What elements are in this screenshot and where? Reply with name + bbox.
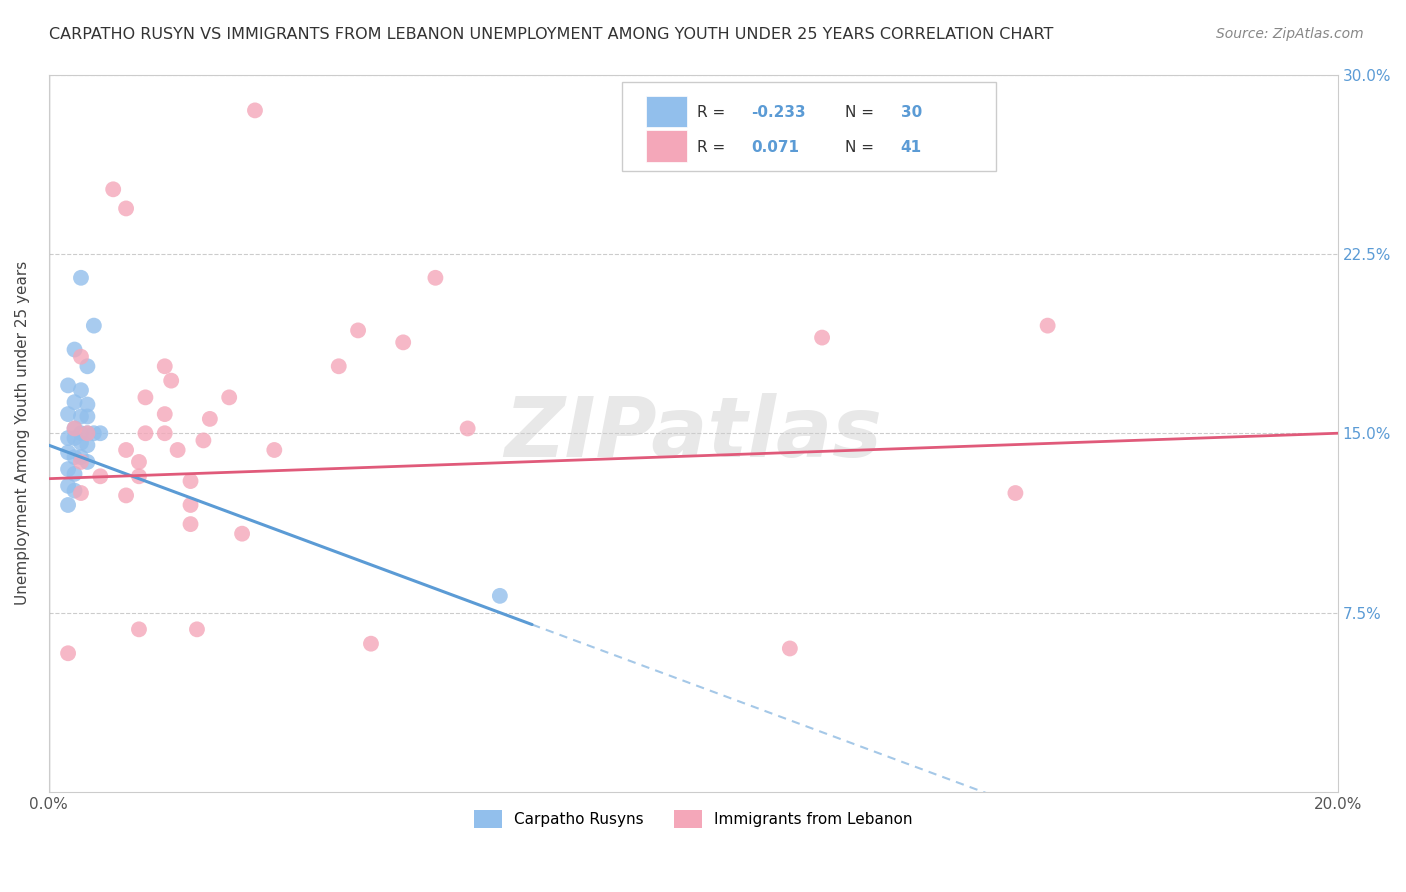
Point	[63, 450, 86, 465]
Point	[153, 426, 176, 441]
Point	[89, 469, 111, 483]
Point	[70, 409, 93, 424]
Point	[70, 455, 93, 469]
Point	[128, 455, 150, 469]
Point	[425, 270, 447, 285]
Point	[83, 318, 105, 333]
Point	[89, 426, 111, 441]
Point	[180, 517, 202, 532]
Point	[180, 498, 202, 512]
Point	[76, 398, 98, 412]
Text: N =: N =	[845, 105, 879, 120]
FancyBboxPatch shape	[645, 95, 686, 128]
Point	[1036, 318, 1059, 333]
Point	[134, 390, 156, 404]
Point	[56, 407, 79, 421]
Point	[128, 469, 150, 483]
Point	[328, 359, 350, 374]
Point	[70, 450, 93, 465]
Point	[70, 426, 93, 441]
FancyBboxPatch shape	[623, 82, 995, 171]
Point	[63, 467, 86, 481]
Point	[360, 637, 382, 651]
Point	[70, 383, 93, 397]
Point	[811, 330, 834, 344]
Point	[198, 412, 221, 426]
Text: 41: 41	[901, 140, 922, 155]
FancyBboxPatch shape	[645, 130, 686, 162]
Point	[103, 182, 125, 196]
Point	[186, 623, 208, 637]
Point	[76, 455, 98, 469]
Point	[115, 202, 138, 216]
Point	[180, 474, 202, 488]
Point	[166, 442, 188, 457]
Legend: Carpatho Rusyns, Immigrants from Lebanon: Carpatho Rusyns, Immigrants from Lebanon	[468, 804, 918, 835]
Point	[56, 378, 79, 392]
Point	[56, 646, 79, 660]
Text: N =: N =	[845, 140, 879, 155]
Point	[56, 445, 79, 459]
Point	[63, 431, 86, 445]
Text: 30: 30	[901, 105, 922, 120]
Point	[83, 426, 105, 441]
Point	[56, 479, 79, 493]
Text: R =: R =	[697, 140, 730, 155]
Point	[63, 395, 86, 409]
Text: ZIPatlas: ZIPatlas	[505, 392, 882, 474]
Point	[76, 409, 98, 424]
Text: -0.233: -0.233	[751, 105, 806, 120]
Point	[128, 623, 150, 637]
Point	[115, 488, 138, 502]
Y-axis label: Unemployment Among Youth under 25 years: Unemployment Among Youth under 25 years	[15, 261, 30, 606]
Point	[56, 498, 79, 512]
Point	[160, 374, 183, 388]
Point	[779, 641, 801, 656]
Point	[134, 426, 156, 441]
Point	[153, 407, 176, 421]
Point	[263, 442, 285, 457]
Point	[70, 350, 93, 364]
Point	[70, 486, 93, 500]
Point	[392, 335, 415, 350]
Text: CARPATHO RUSYN VS IMMIGRANTS FROM LEBANON UNEMPLOYMENT AMONG YOUTH UNDER 25 YEAR: CARPATHO RUSYN VS IMMIGRANTS FROM LEBANO…	[49, 27, 1053, 42]
Point	[1004, 486, 1026, 500]
Point	[76, 426, 98, 441]
Point	[63, 421, 86, 435]
Point	[56, 462, 79, 476]
Text: 0.071: 0.071	[751, 140, 799, 155]
Point	[231, 526, 253, 541]
Point	[76, 426, 98, 441]
Point	[56, 431, 79, 445]
Point	[457, 421, 479, 435]
Point	[76, 438, 98, 452]
Point	[70, 270, 93, 285]
Point	[63, 483, 86, 498]
Point	[70, 435, 93, 450]
Point	[115, 442, 138, 457]
Point	[63, 343, 86, 357]
Point	[76, 359, 98, 374]
Point	[218, 390, 240, 404]
Point	[63, 421, 86, 435]
Text: R =: R =	[697, 105, 730, 120]
Point	[153, 359, 176, 374]
Point	[347, 323, 370, 337]
Text: Source: ZipAtlas.com: Source: ZipAtlas.com	[1216, 27, 1364, 41]
Point	[193, 434, 215, 448]
Point	[489, 589, 512, 603]
Point	[243, 103, 266, 118]
